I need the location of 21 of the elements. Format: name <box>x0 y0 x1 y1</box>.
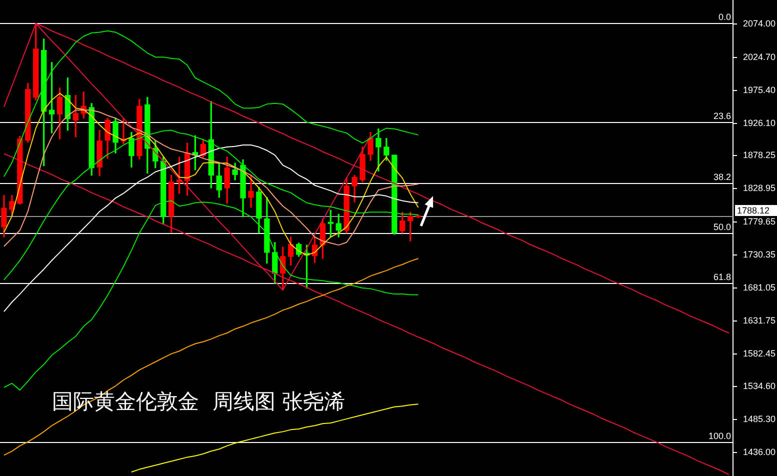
y-tick-label: 2024.70 <box>743 52 776 62</box>
y-tick-label: 1730.35 <box>743 249 776 260</box>
y-tick-label: 1485.30 <box>743 414 776 424</box>
y-tick-label: 1779.65 <box>743 216 776 226</box>
y-tick-label: 1975.40 <box>743 84 776 95</box>
y-tick-label: 1878.25 <box>743 150 776 160</box>
y-tick-label: 1534.60 <box>743 380 776 391</box>
ref-line-label: 1788.12 <box>737 205 770 216</box>
annotation: 0.0 <box>718 12 731 22</box>
annotation: 100.0 <box>708 430 731 441</box>
annotation: 61.8 <box>713 272 731 282</box>
y-tick-label: 1828.95 <box>743 183 776 194</box>
y-tick-label: 1681.05 <box>743 282 776 292</box>
y-tick-label: 1926.10 <box>743 118 776 128</box>
y-tick-label: 1631.75 <box>743 316 776 326</box>
annotation: 38.2 <box>713 172 731 182</box>
y-tick-label: 1582.45 <box>743 348 776 359</box>
y-tick-label: 1436.00 <box>743 446 776 457</box>
annotation: 50.0 <box>713 222 731 232</box>
annotation: 23.6 <box>713 110 731 121</box>
y-tick-label: 2074.00 <box>743 18 776 29</box>
